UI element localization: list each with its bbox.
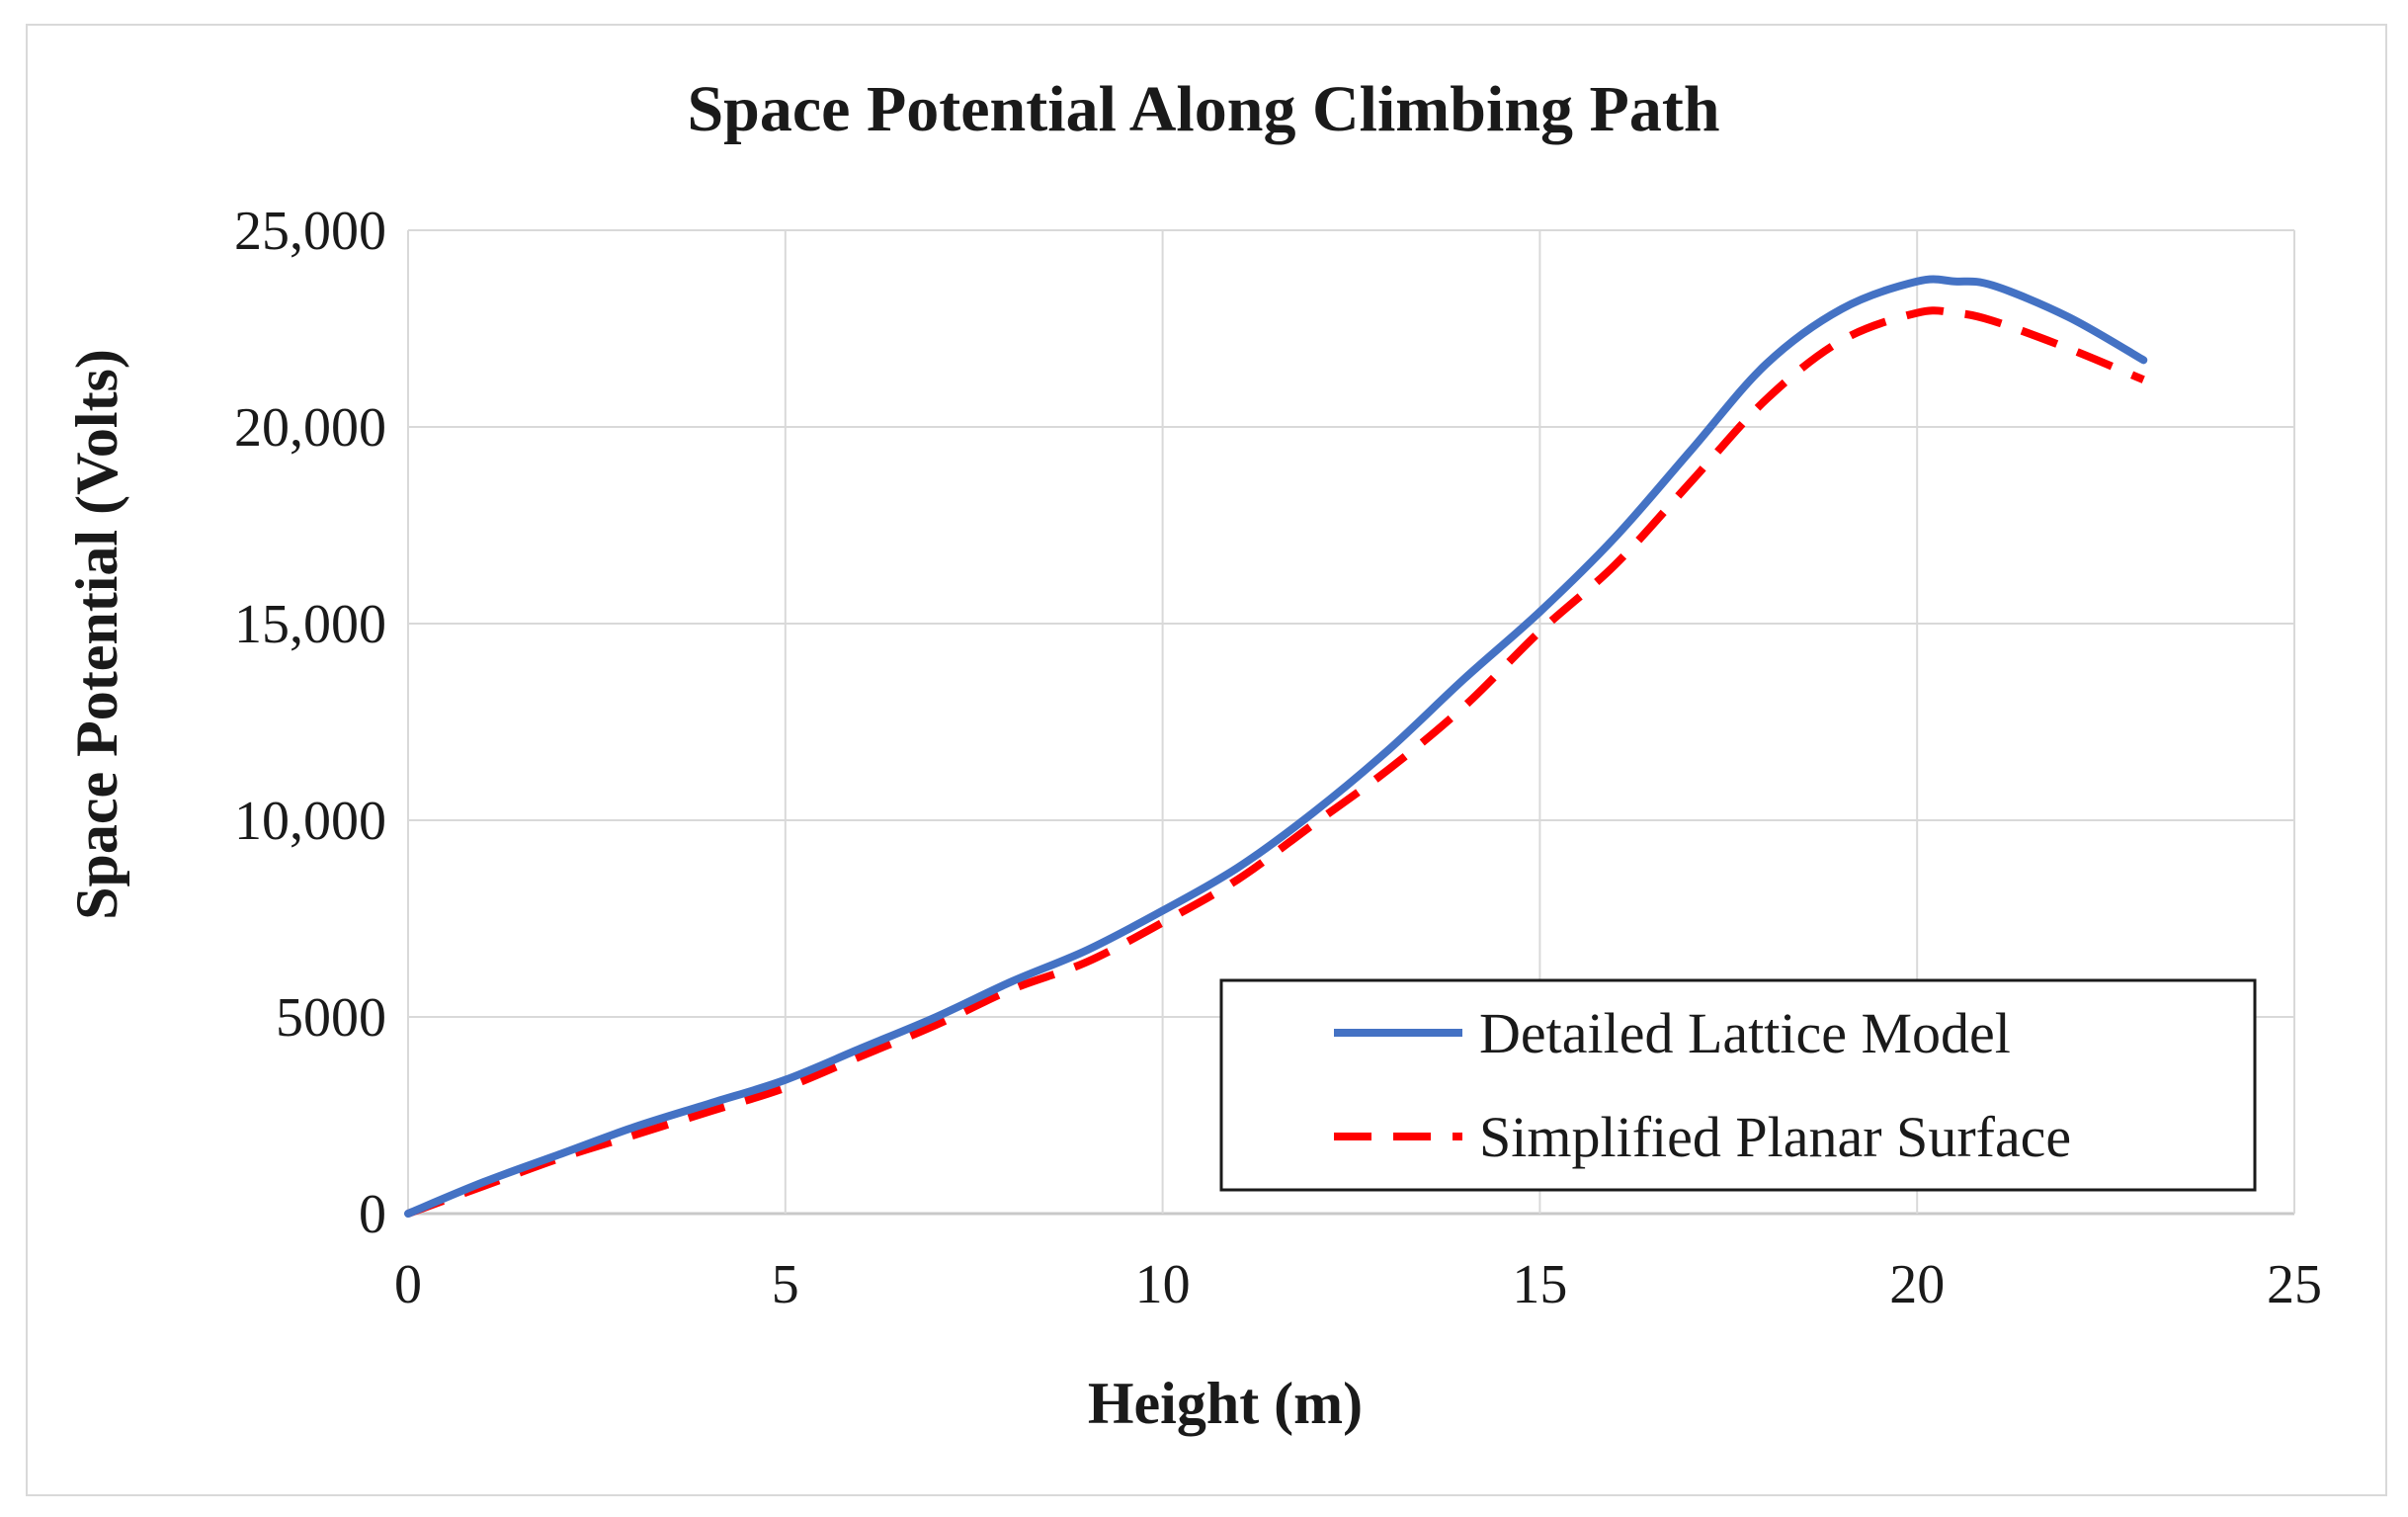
y-tick-label: 15,000 [234,594,386,655]
x-tick-label: 20 [1889,1254,1945,1315]
legend-label-detailed-lattice: Detailed Lattice Model [1479,1001,2011,1065]
tick-labels: 0 5000 10,000 15,000 20,000 25,000 0 5 10 15 20 25 [234,201,2322,1315]
x-tick-label: 0 [394,1254,422,1315]
x-tick-label: 10 [1135,1254,1191,1315]
y-tick-label: 25,000 [234,201,386,262]
x-tick-label: 25 [2267,1254,2322,1315]
series-line-detailed-lattice-model [404,275,2148,1218]
series-lines [404,275,2148,1218]
x-tick-label: 5 [772,1254,799,1315]
chart-title: Space Potential Along Climbing Path [687,73,1719,145]
y-tick-label: 5000 [276,987,386,1049]
chart-frame [26,24,2387,1496]
x-tick-label: 15 [1512,1254,1567,1315]
y-tick-label: 0 [359,1184,386,1245]
grid-lines [407,229,2295,1216]
x-axis-title: Height (m) [1088,1371,1363,1436]
y-axis-title: Space Potential (Volts) [64,349,129,920]
y-tick-label: 10,000 [234,791,386,852]
series-line-simplified-planar-surface [406,306,2145,1218]
y-tick-label: 20,000 [234,397,386,459]
legend-box [1219,978,2257,1192]
legend: Detailed Lattice Model Simplified Planar… [1219,978,2257,1192]
legend-label-simplified-planar: Simplified Planar Surface [1479,1105,2071,1169]
